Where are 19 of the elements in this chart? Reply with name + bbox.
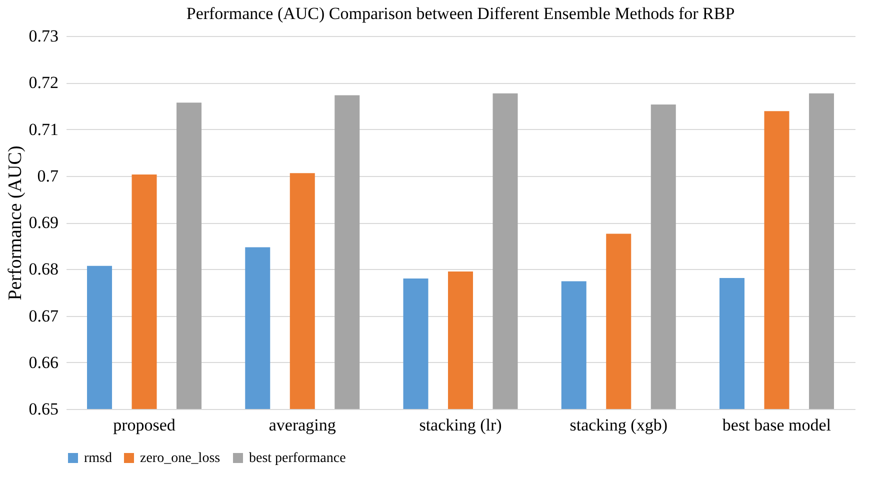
y-tick-label: 0.68 <box>28 260 58 279</box>
y-tick-label: 0.65 <box>28 400 58 418</box>
x-tick-label: best base model <box>722 416 832 434</box>
y-tick-label: 0.7 <box>37 166 59 186</box>
chart-title: Performance (AUC) Comparison between Different Ensemble Methods for RBP <box>186 4 735 23</box>
y-tick-label: 0.71 <box>28 120 58 139</box>
x-tick-label: stacking (xgb) <box>570 416 668 434</box>
y-tick-label: 0.67 <box>28 306 59 326</box>
y-tick-label: 0.72 <box>28 73 58 92</box>
x-tick-label: stacking (lr) <box>419 416 502 434</box>
y-tick-label: 0.73 <box>28 26 58 46</box>
x-tick-label: averaging <box>268 416 336 434</box>
y-tick-label: 0.66 <box>28 352 58 372</box>
y-tick-label: 0.69 <box>28 213 58 232</box>
legend-label: rmsd <box>84 451 112 466</box>
legend-label: zero_one_loss <box>140 451 220 466</box>
legend-label: best performance <box>249 451 346 466</box>
x-tick-label: proposed <box>113 416 176 434</box>
y-axis-title: Performance (AUC) <box>4 146 26 300</box>
